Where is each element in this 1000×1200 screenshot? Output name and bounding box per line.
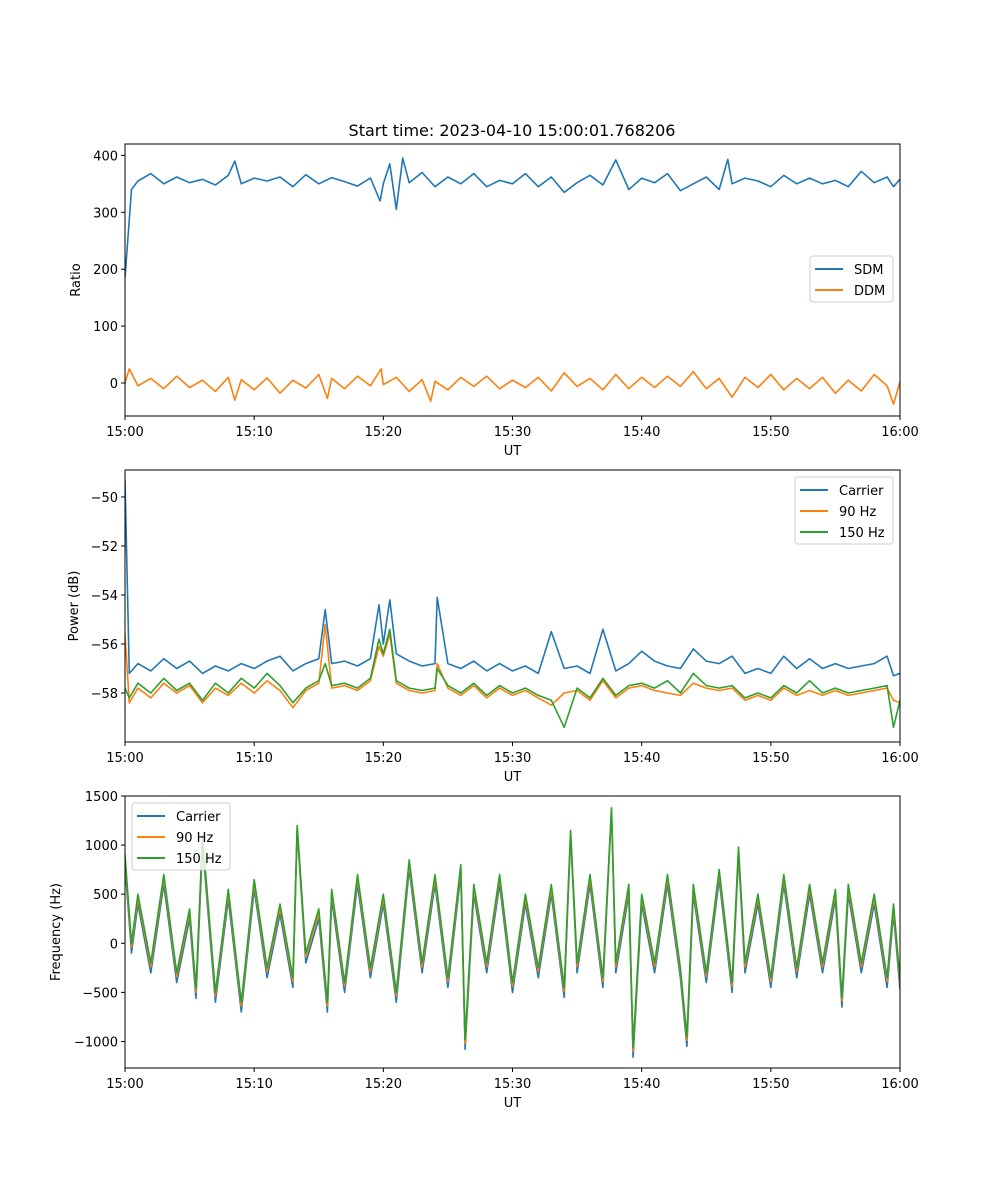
x-tick-label: 15:00 bbox=[106, 1077, 143, 1092]
y-axis-label: Power (dB) bbox=[67, 571, 82, 642]
legend: SDM DDM bbox=[809, 255, 894, 303]
legend-entry-label: 90 Hz bbox=[176, 831, 213, 846]
y-tick-label: −58 bbox=[91, 687, 118, 702]
legend-entry-label: 150 Hz bbox=[839, 526, 885, 541]
series-line-sdm bbox=[125, 157, 900, 279]
x-tick-label: 15:20 bbox=[365, 425, 402, 440]
y-tick-label: 1000 bbox=[85, 839, 118, 854]
series-line-150-hz bbox=[125, 628, 900, 729]
legend-entry-label: SDM bbox=[854, 263, 883, 278]
legend: Carrier 90 Hz 150 Hz bbox=[794, 476, 894, 545]
axes-frame bbox=[124, 795, 901, 1069]
y-tick-label: 1500 bbox=[85, 790, 118, 805]
series-line-90-hz bbox=[125, 623, 900, 709]
x-tick-label: 15:40 bbox=[623, 751, 660, 766]
series-group bbox=[125, 807, 900, 1058]
x-tick-label: 15:50 bbox=[752, 751, 789, 766]
chart-panel-3: 15:00 15:10 15:20 15:30 15:40 15:50 16:00 −1000… bbox=[49, 790, 919, 1111]
series-line-carrier bbox=[125, 479, 900, 677]
y-tick-label: −500 bbox=[82, 986, 118, 1001]
y-tick-label: −56 bbox=[91, 638, 118, 653]
x-axis-label: UT bbox=[504, 770, 522, 785]
y-tick-label: 300 bbox=[93, 206, 118, 221]
legend-entry-label: Carrier bbox=[839, 484, 884, 499]
x-tick-label: 15:30 bbox=[494, 751, 531, 766]
series-line-carrier bbox=[125, 809, 900, 1058]
x-tick-label: 15:30 bbox=[494, 1077, 531, 1092]
y-tick-label: −1000 bbox=[74, 1035, 118, 1050]
y-tick-label: −52 bbox=[91, 540, 118, 555]
y-axis-label: Ratio bbox=[69, 263, 84, 296]
series-group bbox=[125, 479, 900, 729]
legend-entry-label: 90 Hz bbox=[839, 505, 876, 520]
series-line-150-hz bbox=[125, 807, 900, 1049]
y-tick-label: 200 bbox=[93, 263, 118, 278]
x-tick-label: 15:20 bbox=[365, 751, 402, 766]
x-tick-label: 15:10 bbox=[235, 425, 272, 440]
x-tick-label: 15:30 bbox=[494, 425, 531, 440]
x-tick-label: 15:10 bbox=[235, 751, 272, 766]
y-tick-label: 0 bbox=[110, 937, 118, 952]
axes-frame bbox=[124, 469, 901, 743]
x-tick-label: 15:00 bbox=[106, 751, 143, 766]
x-tick-label: 15:10 bbox=[235, 1077, 272, 1092]
x-tick-label: 15:20 bbox=[365, 1077, 402, 1092]
x-tick-label: 15:50 bbox=[752, 425, 789, 440]
chart-panel-1: 15:00 15:10 15:20 15:30 15:40 15:50 16:00 0 100 2… bbox=[69, 143, 919, 459]
y-tick-label: 100 bbox=[93, 320, 118, 335]
y-tick-label: 400 bbox=[93, 149, 118, 164]
x-tick-label: 16:00 bbox=[881, 751, 918, 766]
x-tick-label: 15:40 bbox=[623, 1077, 660, 1092]
legend-entry-label: DDM bbox=[854, 284, 885, 299]
legend: Carrier 90 Hz 150 Hz bbox=[131, 802, 231, 871]
figure-title: Start time: 2023-04-10 15:00:01.768206 bbox=[349, 121, 676, 140]
x-tick-label: 15:40 bbox=[623, 425, 660, 440]
legend-entry-label: Carrier bbox=[176, 810, 221, 825]
series-group bbox=[125, 157, 900, 405]
x-tick-label: 15:50 bbox=[752, 1077, 789, 1092]
x-tick-label: 16:00 bbox=[881, 1077, 918, 1092]
x-tick-label: 16:00 bbox=[881, 425, 918, 440]
y-tick-label: 0 bbox=[110, 377, 118, 392]
legend-frame bbox=[131, 802, 231, 871]
axes-frame bbox=[124, 143, 901, 417]
legend-entry-label: 150 Hz bbox=[176, 852, 222, 867]
x-axis-label: UT bbox=[504, 444, 522, 459]
x-axis-label: UT bbox=[504, 1096, 522, 1111]
series-line-90-hz bbox=[125, 808, 900, 1053]
legend-frame bbox=[794, 476, 894, 545]
x-tick-label: 15:00 bbox=[106, 425, 143, 440]
y-tick-label: −50 bbox=[91, 491, 118, 506]
y-axis-label: Frequency (Hz) bbox=[49, 883, 64, 981]
y-tick-label: 500 bbox=[93, 888, 118, 903]
series-line-ddm bbox=[125, 368, 900, 405]
y-tick-label: −54 bbox=[91, 589, 118, 604]
chart-panel-2: 15:00 15:10 15:20 15:30 15:40 15:50 16:00 −58 −5… bbox=[67, 469, 919, 785]
